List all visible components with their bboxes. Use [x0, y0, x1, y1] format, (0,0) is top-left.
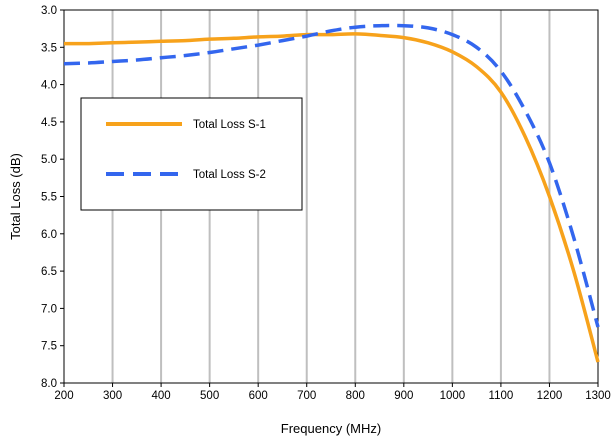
vertical-gridlines: [111, 10, 551, 383]
x-tick-label: 600: [249, 390, 268, 402]
series-line-2: [63, 23, 600, 328]
legend-label-2: Total Loss S-2: [193, 169, 266, 181]
x-tick-label: 1300: [585, 390, 611, 402]
legend-box: [80, 97, 303, 211]
x-tick-label: 300: [103, 390, 122, 402]
series-lines: [63, 23, 600, 363]
series-line-1: [63, 32, 600, 363]
y-tick-label: 6.5: [41, 266, 57, 278]
y-tick-label: 3.0: [41, 5, 57, 17]
legend: Total Loss S-1 Total Loss S-2: [80, 97, 303, 211]
y-tick-label: 6.0: [41, 229, 57, 241]
x-tick-label: 1200: [537, 390, 563, 402]
x-tick-label: 700: [297, 390, 316, 402]
y-tick-label: 4.0: [41, 80, 57, 92]
y-tick-label: 3.5: [41, 42, 57, 54]
y-tick-label: 4.5: [41, 117, 57, 129]
y-tick-label: 7.5: [41, 341, 57, 353]
x-tick-label: 900: [394, 390, 413, 402]
x-tick-label: 500: [200, 390, 219, 402]
x-tick-label: 800: [346, 390, 365, 402]
y-tick-label: 8.0: [41, 378, 57, 390]
y-axis: 3.0 3.5 4.0 4.5 5.0 5.5 6.0 6.5 7.0 7.5 8.0: [41, 5, 64, 390]
y-axis-label: Total Loss (dB): [8, 153, 23, 240]
legend-label-1: Total Loss S-1: [193, 119, 266, 131]
x-tick-label: 1000: [440, 390, 466, 402]
x-axis: 200 300 400 500 600 700 800 900 1000 1100 1200 1300: [54, 383, 611, 402]
x-tick-label: 1100: [489, 390, 514, 402]
y-tick-label: 7.0: [41, 303, 57, 315]
y-tick-label: 5.5: [41, 192, 57, 204]
x-tick-label: 400: [151, 390, 170, 402]
y-tick-label: 5.0: [41, 154, 57, 166]
x-tick-label: 200: [54, 390, 73, 402]
x-axis-label: Frequency (MHz): [281, 421, 381, 436]
